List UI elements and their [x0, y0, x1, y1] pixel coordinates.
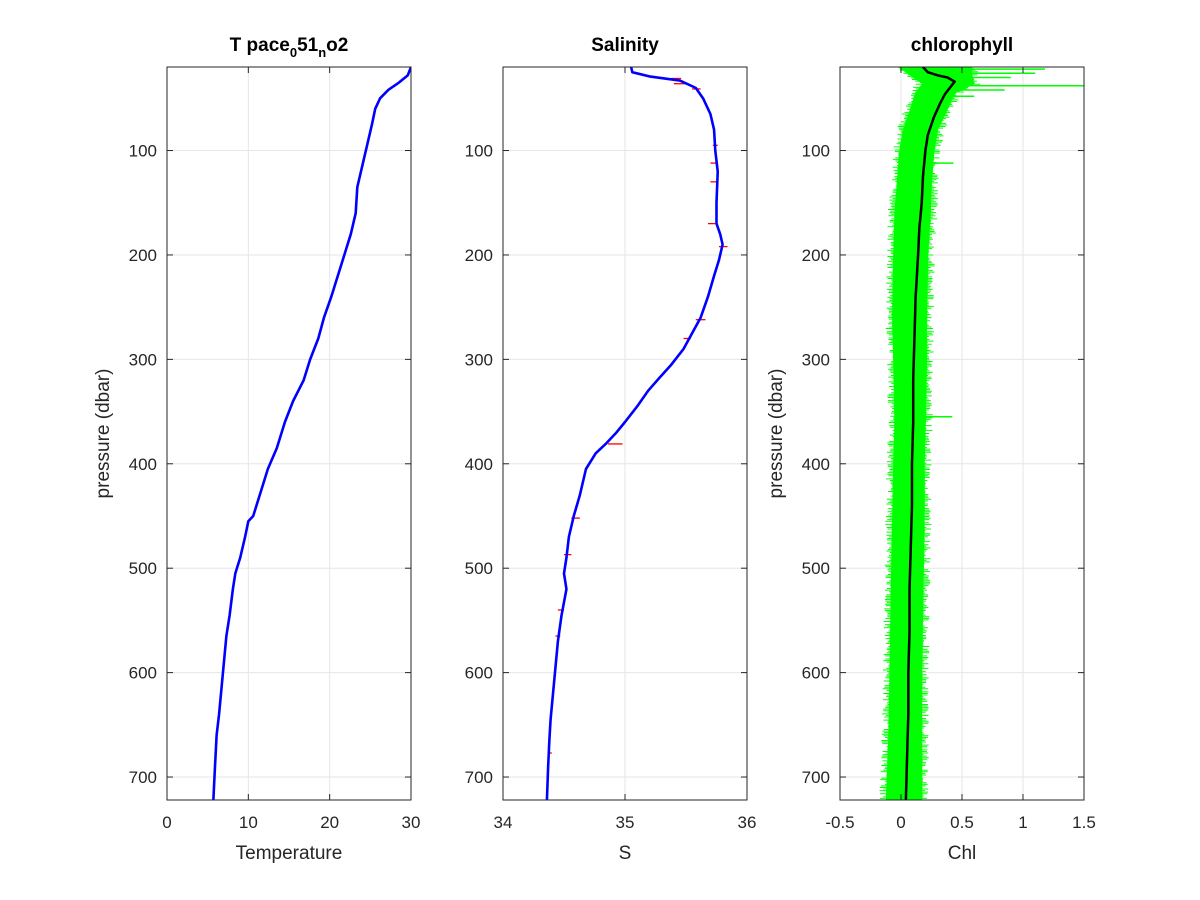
- x-axis-label: Temperature: [236, 843, 343, 864]
- y-tick-label: 700: [802, 768, 830, 787]
- y-tick-label: 500: [802, 559, 830, 578]
- x-tick-label: 30: [402, 813, 421, 832]
- data-layer: [212, 67, 411, 800]
- axes-box: [166, 66, 412, 801]
- data-layer: [545, 67, 728, 800]
- y-axis-label: pressure (dbar): [93, 369, 114, 499]
- x-tick-label: 34: [494, 813, 513, 832]
- title-subscript: n: [318, 45, 326, 60]
- chart-title: chlorophyll: [911, 35, 1013, 56]
- x-tick-label: 0: [162, 813, 171, 832]
- y-tick-label: 400: [802, 455, 830, 474]
- profile-line: [212, 67, 411, 800]
- title-text-part: o2: [326, 35, 348, 56]
- axes-panel-2: 34 35 36 100 200 300 400 500 600 700 S Salinity: [465, 35, 757, 864]
- data-layer: [879, 67, 1084, 800]
- y-tick-label: 500: [129, 559, 157, 578]
- chart-title: T pace051no2: [230, 35, 349, 60]
- x-tick-label: 35: [616, 813, 635, 832]
- y-tick-label: 300: [129, 350, 157, 369]
- y-tick-label: 300: [802, 350, 830, 369]
- plot-area: [167, 67, 411, 800]
- x-tick-label: -0.5: [825, 813, 854, 832]
- title-subscript: 0: [290, 45, 297, 60]
- y-tick-label: 100: [129, 142, 157, 161]
- y-tick-label: 700: [129, 768, 157, 787]
- x-tick-label: 1.5: [1072, 813, 1096, 832]
- x-tick-label: 36: [738, 813, 757, 832]
- x-tick-label: 10: [239, 813, 258, 832]
- y-tick-label: 500: [465, 559, 493, 578]
- chart-title: Salinity: [591, 35, 659, 56]
- y-tick-label: 300: [465, 350, 493, 369]
- x-tick-label: 0.5: [950, 813, 974, 832]
- y-axis-label: pressure (dbar): [766, 369, 787, 499]
- y-tick-label: 600: [129, 664, 157, 683]
- y-tick-label: 600: [465, 664, 493, 683]
- y-tick-label: 100: [465, 142, 493, 161]
- y-tick-label: 200: [465, 246, 493, 265]
- x-axis-label: Chl: [948, 843, 977, 864]
- axes-panel-1: 0 10 20 30 100 200 300 400 500 600 700 Temperature p…: [93, 35, 420, 864]
- y-tick-label: 700: [465, 768, 493, 787]
- profile-line: [904, 67, 956, 800]
- x-tick-label: 0: [896, 813, 905, 832]
- y-tick-label: 600: [802, 664, 830, 683]
- profile-line: [545, 67, 724, 800]
- x-axis-label: S: [619, 843, 632, 864]
- x-tick-label: 1: [1018, 813, 1027, 832]
- title-text-part: T pace: [230, 35, 290, 56]
- x-tick-label: 20: [320, 813, 339, 832]
- axes-panel-3: -0.5 0 0.5 1 1.5 100 200 300 400 500 600 700 Chl pres…: [766, 35, 1096, 864]
- title-text-part: 51: [297, 35, 319, 56]
- y-tick-label: 400: [465, 455, 493, 474]
- y-tick-label: 200: [129, 246, 157, 265]
- y-tick-label: 200: [802, 246, 830, 265]
- y-tick-label: 100: [802, 142, 830, 161]
- y-tick-label: 400: [129, 455, 157, 474]
